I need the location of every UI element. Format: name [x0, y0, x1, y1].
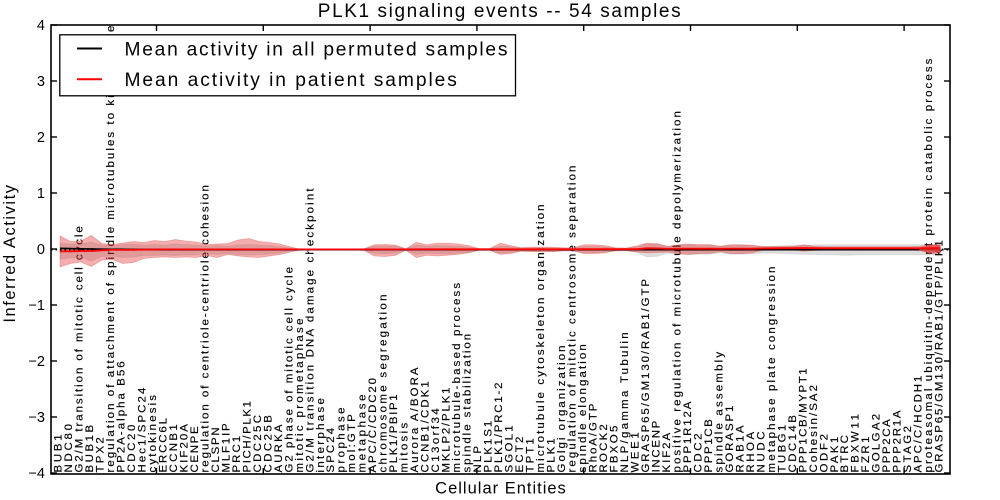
- svg-text:cytokinesis: cytokinesis: [147, 393, 159, 473]
- svg-text:Mean activity in all permuted: Mean activity in all permuted samples: [125, 39, 510, 60]
- svg-text:TPX2: TPX2: [95, 435, 107, 473]
- svg-text:PPP2R1A: PPP2R1A: [892, 409, 904, 473]
- svg-text:−3: −3: [28, 410, 45, 426]
- svg-text:proteasomal ubiquitin-dependen: proteasomal ubiquitin-dependent protein …: [923, 57, 935, 473]
- svg-text:FZR1: FZR1: [860, 434, 872, 473]
- svg-text:G2 phase of mitotic cell cycle: G2 phase of mitotic cell cycle: [283, 265, 295, 473]
- svg-text:CDC20: CDC20: [126, 422, 138, 472]
- svg-text:PICH/PLK1: PICH/PLK1: [241, 399, 253, 472]
- svg-text:APC/C/CDC20: APC/C/CDC20: [367, 376, 379, 472]
- svg-text:PPP1R12A: PPP1R12A: [682, 400, 694, 473]
- svg-text:prophase: prophase: [336, 405, 348, 473]
- svg-text:CDC2: CDC2: [692, 431, 704, 473]
- svg-text:Cellular Entities: Cellular Entities: [435, 480, 567, 498]
- svg-text:4: 4: [37, 18, 45, 34]
- svg-text:mol:GTP: mol:GTP: [346, 412, 358, 472]
- svg-text:PLK1S1: PLK1S1: [483, 419, 495, 473]
- svg-text:CCNB1: CCNB1: [168, 422, 180, 473]
- svg-text:FBXW11: FBXW11: [850, 411, 862, 472]
- svg-text:Cohesin/SA2: Cohesin/SA2: [808, 383, 820, 473]
- svg-text:2: 2: [37, 130, 45, 146]
- svg-text:PLK1/PRC1-2: PLK1/PRC1-2: [493, 381, 505, 473]
- svg-text:APC/C/HCDH1: APC/C/HCDH1: [913, 374, 925, 473]
- svg-text:PPP1CB: PPP1CB: [703, 418, 715, 473]
- svg-text:spindle assembly: spindle assembly: [713, 350, 725, 473]
- svg-text:C13orf34: C13orf34: [430, 406, 442, 473]
- svg-text:Inferred Activity: Inferred Activity: [1, 183, 19, 322]
- svg-text:GORASP1: GORASP1: [724, 404, 736, 473]
- svg-text:regulation of centriole-centri: regulation of centriole-centriole cohesi…: [199, 183, 211, 472]
- svg-text:microtubule-based process: microtubule-based process: [451, 281, 463, 473]
- svg-text:STAG2: STAG2: [902, 424, 914, 473]
- svg-text:PPP1CB/MYPT1: PPP1CB/MYPT1: [797, 367, 809, 473]
- svg-text:INCENP: INCENP: [650, 419, 662, 473]
- svg-text:KIF20A: KIF20A: [178, 422, 190, 473]
- svg-text:TUBG1: TUBG1: [776, 422, 788, 472]
- svg-text:mitotic prometaphase: mitotic prometaphase: [294, 316, 306, 472]
- svg-text:CDC25C: CDC25C: [252, 413, 264, 473]
- svg-text:GOLGA2: GOLGA2: [871, 412, 883, 473]
- svg-text:G2/M transition DNA damage che: G2/M transition DNA damage checkpoint: [304, 186, 316, 472]
- svg-text:mitosis: mitosis: [399, 420, 411, 472]
- svg-text:Hec1/SPC24: Hec1/SPC24: [136, 386, 148, 473]
- svg-text:MKLP2/PLK1: MKLP2/PLK1: [441, 386, 453, 473]
- svg-text:Golgi organization: Golgi organization: [556, 343, 568, 472]
- svg-text:G2/M transition of mitotic cel: G2/M transition of mitotic cell cycle: [74, 224, 86, 472]
- svg-text:RHOA: RHOA: [745, 429, 757, 472]
- svg-text:SGOL1: SGOL1: [504, 423, 516, 472]
- svg-text:ERCC6L: ERCC6L: [157, 416, 169, 472]
- svg-text:metaphase: metaphase: [357, 392, 369, 473]
- svg-text:Aurora A/BORA: Aurora A/BORA: [409, 365, 421, 472]
- svg-text:NLP: NLP: [472, 444, 484, 473]
- svg-text:PLK1 signaling events -- 54 sa: PLK1 signaling events -- 54 samples: [318, 1, 682, 22]
- svg-text:PLK1/PBIP1: PLK1/PBIP1: [388, 393, 400, 473]
- svg-text:FBXO5: FBXO5: [609, 423, 621, 472]
- svg-text:spindle elongation: spindle elongation: [577, 342, 589, 472]
- svg-text:positive regulation of microtu: positive regulation of microtubule depol…: [671, 109, 683, 472]
- svg-text:spindle stabilization: spindle stabilization: [462, 332, 474, 473]
- svg-text:RhoA/GTP: RhoA/GTP: [588, 402, 600, 473]
- svg-text:chromosome segregation: chromosome segregation: [378, 292, 390, 472]
- svg-text:PLK1: PLK1: [546, 436, 558, 472]
- svg-text:GRASP65/GM130/RAB1/GTP: GRASP65/GM130/RAB1/GTP: [640, 277, 652, 472]
- svg-text:PAK1: PAK1: [829, 434, 841, 472]
- svg-text:CCNB1/CDK1: CCNB1/CDK1: [420, 379, 432, 472]
- svg-text:AURKA: AURKA: [273, 422, 285, 472]
- svg-text:−1: −1: [28, 298, 45, 314]
- svg-text:3: 3: [37, 74, 45, 90]
- svg-text:CENPE: CENPE: [189, 425, 201, 473]
- svg-text:KIF2A: KIF2A: [661, 431, 673, 473]
- svg-text:1: 1: [37, 186, 45, 202]
- svg-text:CDC14B: CDC14B: [787, 413, 799, 473]
- svg-text:WEE1: WEE1: [630, 430, 642, 473]
- svg-text:regulation of attachment of sp: regulation of attachment of spindle micr…: [105, 24, 117, 473]
- svg-text:0: 0: [37, 242, 45, 258]
- svg-text:BTRC: BTRC: [839, 433, 851, 473]
- svg-text:microtubule cytoskeleton organ: microtubule cytoskeleton organization: [535, 202, 547, 472]
- svg-text:GRASP65/GM130/RAB1/GTP/PLK1: GRASP65/GM130/RAB1/GTP/PLK1: [934, 238, 946, 472]
- svg-text:−2: −2: [28, 354, 45, 370]
- svg-text:PPP2CA: PPP2CA: [881, 418, 893, 473]
- svg-text:CLSPN: CLSPN: [210, 426, 222, 473]
- svg-text:SPC24: SPC24: [325, 426, 337, 473]
- svg-text:−4: −4: [28, 466, 45, 482]
- svg-text:metaphase plate congression: metaphase plate congression: [766, 264, 778, 472]
- svg-text:NLP/gamma Tubulin: NLP/gamma Tubulin: [619, 330, 631, 472]
- svg-text:regulation of mitotic centroso: regulation of mitotic centrosome separat…: [567, 164, 579, 473]
- svg-text:BUB1: BUB1: [53, 432, 65, 473]
- svg-text:PP2A-alpha B56: PP2A-alpha B56: [115, 359, 127, 472]
- svg-text:TPT1: TPT1: [525, 436, 537, 472]
- svg-text:CDC25B: CDC25B: [262, 413, 274, 473]
- svg-text:ECT2: ECT2: [514, 434, 526, 472]
- svg-text:BUB1B: BUB1B: [84, 422, 96, 472]
- svg-text:MLF1IP: MLF1IP: [220, 422, 232, 473]
- svg-text:ODF2: ODF2: [818, 431, 830, 472]
- svg-text:PRC1: PRC1: [231, 434, 243, 473]
- svg-text:RAB1A: RAB1A: [734, 423, 746, 472]
- svg-text:NDC80: NDC80: [63, 421, 75, 472]
- svg-text:ROCK2: ROCK2: [598, 422, 610, 473]
- svg-text:NUDC: NUDC: [755, 429, 767, 473]
- svg-text:Mean activity in patient sampl: Mean activity in patient samples: [125, 70, 459, 91]
- svg-text:interphase: interphase: [315, 396, 327, 473]
